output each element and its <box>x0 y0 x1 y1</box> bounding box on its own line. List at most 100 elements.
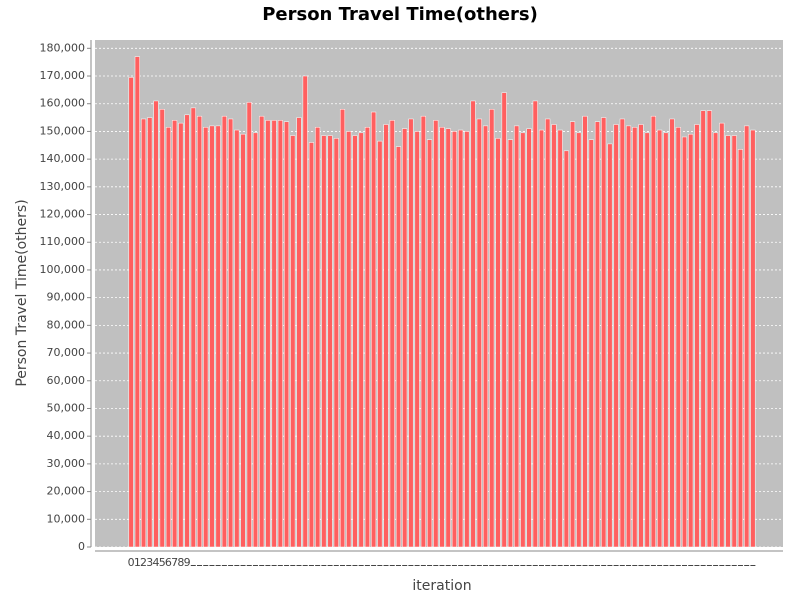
y-tick-label: 100,000 <box>40 263 86 276</box>
bar <box>321 135 327 548</box>
x-tick-ellipsis <box>302 565 308 566</box>
x-tick-ellipsis <box>657 565 663 566</box>
bar <box>147 117 153 548</box>
x-tick-ellipsis <box>215 565 221 566</box>
x-tick-ellipsis <box>364 565 370 566</box>
x-tick-ellipsis <box>277 565 283 566</box>
x-tick-ellipsis <box>681 565 687 566</box>
x-tick-ellipsis <box>371 565 377 566</box>
bar <box>234 129 240 548</box>
bar <box>520 132 526 548</box>
bar <box>688 133 694 548</box>
bar <box>545 118 551 548</box>
x-tick-ellipsis <box>271 565 277 566</box>
x-tick-label: 1 <box>134 556 141 569</box>
x-tick-ellipsis <box>675 565 681 566</box>
x-tick-ellipsis <box>427 565 433 566</box>
bar <box>402 128 408 548</box>
bar <box>625 125 632 548</box>
bar <box>669 118 675 548</box>
x-tick-ellipsis <box>346 565 352 566</box>
x-tick-ellipsis <box>377 565 383 566</box>
bar <box>308 142 314 548</box>
bar <box>140 118 147 548</box>
bar <box>657 129 663 548</box>
y-tick-label: 20,000 <box>47 485 86 498</box>
bar <box>470 100 476 548</box>
bar <box>383 124 389 548</box>
x-tick-ellipsis <box>308 565 314 566</box>
x-tick-ellipsis <box>246 565 252 566</box>
bar <box>246 102 252 548</box>
bar <box>675 127 681 548</box>
bar <box>277 120 283 548</box>
bar <box>203 127 209 548</box>
bar <box>190 107 196 548</box>
bar <box>445 128 451 548</box>
x-tick-ellipsis <box>252 565 258 566</box>
x-tick-label: 2 <box>140 556 147 569</box>
bar <box>346 131 352 548</box>
x-tick-ellipsis <box>414 565 420 566</box>
x-tick-ellipsis <box>582 565 588 566</box>
bar <box>501 92 507 548</box>
x-tick-ellipsis <box>619 565 625 566</box>
x-tick-label: 0 <box>128 556 135 569</box>
x-tick-ellipsis <box>433 565 439 566</box>
x-tick-ellipsis <box>209 565 215 566</box>
bar <box>750 129 756 548</box>
x-tick-ellipsis <box>464 565 470 566</box>
bar <box>495 138 501 548</box>
x-tick-ellipsis <box>445 565 451 566</box>
bar <box>302 75 308 548</box>
x-tick-ellipsis <box>420 565 426 566</box>
bar <box>619 118 625 548</box>
bar <box>532 100 538 548</box>
bar <box>713 132 719 548</box>
x-tick-label: 7 <box>171 556 178 569</box>
x-tick-ellipsis <box>719 565 725 566</box>
bar <box>134 56 140 548</box>
x-tick-ellipsis <box>514 565 520 566</box>
bar <box>607 143 613 548</box>
x-tick-ellipsis <box>563 565 569 566</box>
x-tick-ellipsis <box>333 565 339 566</box>
bar <box>576 132 582 548</box>
x-tick-ellipsis <box>744 565 750 566</box>
bar <box>451 131 457 548</box>
bar <box>364 127 370 548</box>
x-tick-ellipsis <box>507 565 513 566</box>
bar <box>638 124 644 548</box>
x-tick-ellipsis <box>240 565 246 566</box>
x-tick-ellipsis <box>203 565 209 566</box>
x-tick-ellipsis <box>737 565 743 566</box>
x-tick-ellipsis <box>607 565 613 566</box>
bar <box>563 150 569 548</box>
x-tick-ellipsis <box>321 565 327 566</box>
bar <box>172 120 178 548</box>
bar <box>128 77 134 548</box>
bar <box>582 115 588 548</box>
y-tick-label: 180,000 <box>40 41 86 54</box>
bar <box>632 127 638 548</box>
y-tick-label: 30,000 <box>47 457 86 470</box>
bar <box>551 124 557 548</box>
x-tick-ellipsis <box>352 565 358 566</box>
bar <box>389 120 395 548</box>
y-tick-label: 140,000 <box>40 152 86 165</box>
y-tick-label: 50,000 <box>47 401 86 414</box>
bar <box>252 132 259 548</box>
y-tick-label: 80,000 <box>47 318 86 331</box>
bar <box>196 115 203 548</box>
x-tick-ellipsis <box>706 565 712 566</box>
x-tick-ellipsis <box>495 565 501 566</box>
bar <box>464 131 470 548</box>
x-tick-ellipsis <box>221 565 227 566</box>
x-tick-ellipsis <box>340 565 346 566</box>
x-tick-label: 9 <box>184 556 191 569</box>
y-tick-label: 170,000 <box>40 69 86 82</box>
x-tick-ellipsis <box>476 565 482 566</box>
bar <box>482 125 489 548</box>
x-tick-ellipsis <box>284 565 290 566</box>
x-tick-ellipsis <box>588 565 594 566</box>
